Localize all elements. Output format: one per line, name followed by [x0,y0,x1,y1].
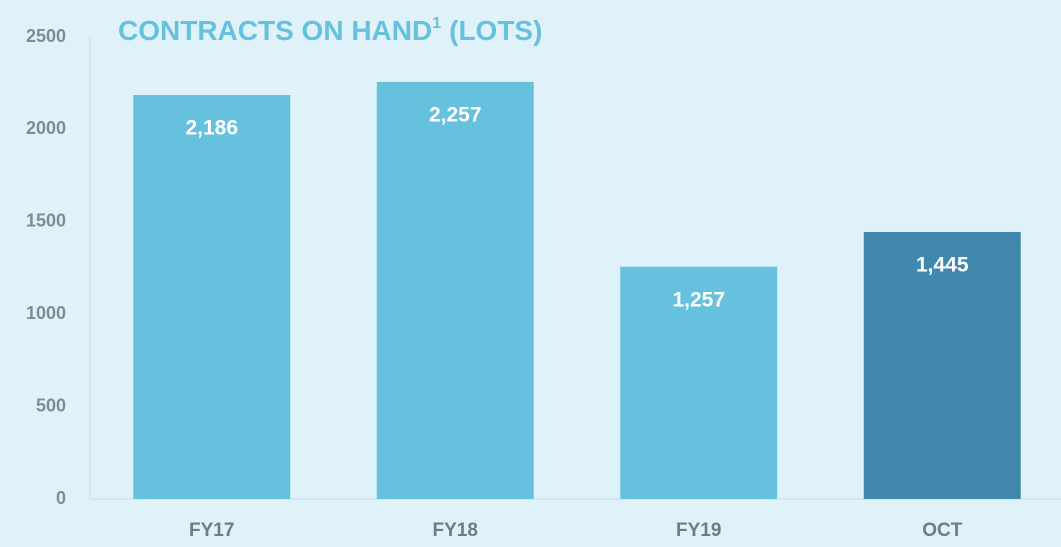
y-tick-label: 2000 [26,118,66,138]
bar [133,95,291,500]
x-tick-label: OCT [922,520,963,541]
value-label: 1,445 [916,254,969,277]
value-label: 1,257 [672,288,725,311]
chart-title: CONTRACTS ON HAND1 (LOTS) [118,15,542,46]
value-label: 2,257 [429,103,482,126]
y-tick-label: 1000 [26,303,66,323]
x-tick-label: FY19 [676,520,721,541]
bar [863,231,1021,500]
x-tick-label: FY17 [189,520,234,541]
title-text: CONTRACTS ON HAND [118,15,432,46]
y-tick-label: 2500 [26,26,66,46]
x-tick-label: FY18 [433,520,478,541]
bar [376,81,534,499]
y-tick-label: 0 [56,488,66,508]
bar [620,266,778,499]
title-unit: (LOTS) [449,15,542,46]
y-tick-label: 1500 [26,211,66,231]
value-label: 2,186 [185,117,238,140]
title-footnote: 1 [432,15,441,32]
y-tick-label: 500 [36,395,66,415]
